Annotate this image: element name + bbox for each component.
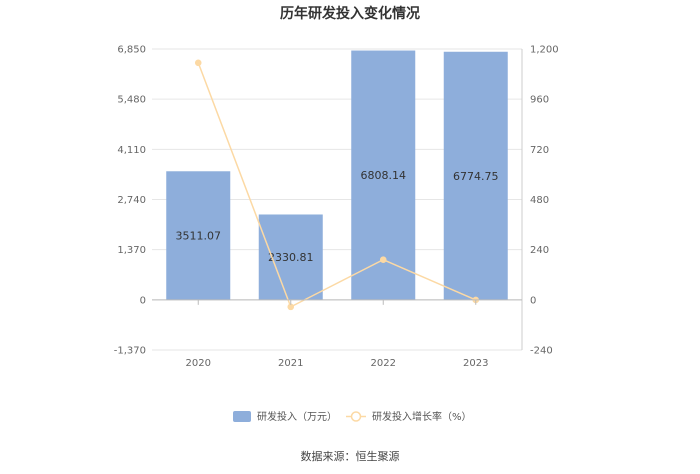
right-tick-label: 720 [530,145,549,156]
legend-label-line: 研发投入增长率（%） [372,410,472,423]
bar-value-label: 6808.14 [361,169,407,182]
bar [258,214,323,300]
bar-value-label: 6774.75 [453,170,499,183]
x-tick-label: 2023 [463,358,488,369]
x-tick-label: 2020 [186,358,211,369]
line-series [194,59,480,311]
x-tick-label: 2021 [278,358,303,369]
left-tick-label: 2,740 [117,195,146,206]
line-point [194,59,202,67]
legend: 研发投入（万元） 研发投入增长率（%） [233,410,472,423]
legend-label-bar: 研发投入（万元） [257,410,337,423]
right-tick-label: 960 [530,95,549,106]
left-tick-label: 5,480 [117,95,146,106]
right-tick-label: 480 [530,195,549,206]
left-tick-label: 6,850 [117,45,146,56]
source-note: 数据来源：恒生聚源 [301,449,400,463]
legend-swatch-marker [350,411,362,422]
bar [443,51,508,300]
bar [166,171,231,300]
right-tick-label: -240 [530,346,553,357]
left-tick-label: 1,370 [117,245,146,256]
left-tick-label: -1,370 [114,346,146,357]
bar-series: 3511.07 2330.81 6808.14 6774.75 [166,50,508,300]
right-axis: -240 0 240 480 720 960 1,200 [521,45,559,357]
growth-line [197,62,477,308]
left-tick-label: 0 [140,295,146,306]
legend-swatch-bar [233,411,251,422]
chart-title: 历年研发投入变化情况 [280,5,420,22]
x-axis: 2020 2021 2022 2023 [152,299,522,369]
left-tick-label: 4,110 [117,145,146,156]
line-point [287,303,295,311]
right-tick-label: 0 [530,295,536,306]
right-tick-label: 240 [530,245,549,256]
x-tick-label: 2022 [371,358,396,369]
bar-value-label: 2330.81 [268,251,314,264]
line-point [379,256,387,263]
bar-value-label: 3511.07 [176,230,222,243]
left-axis: -1,370 0 1,370 2,740 4,110 5,480 6,850 [114,45,146,357]
right-tick-label: 1,200 [530,45,559,56]
